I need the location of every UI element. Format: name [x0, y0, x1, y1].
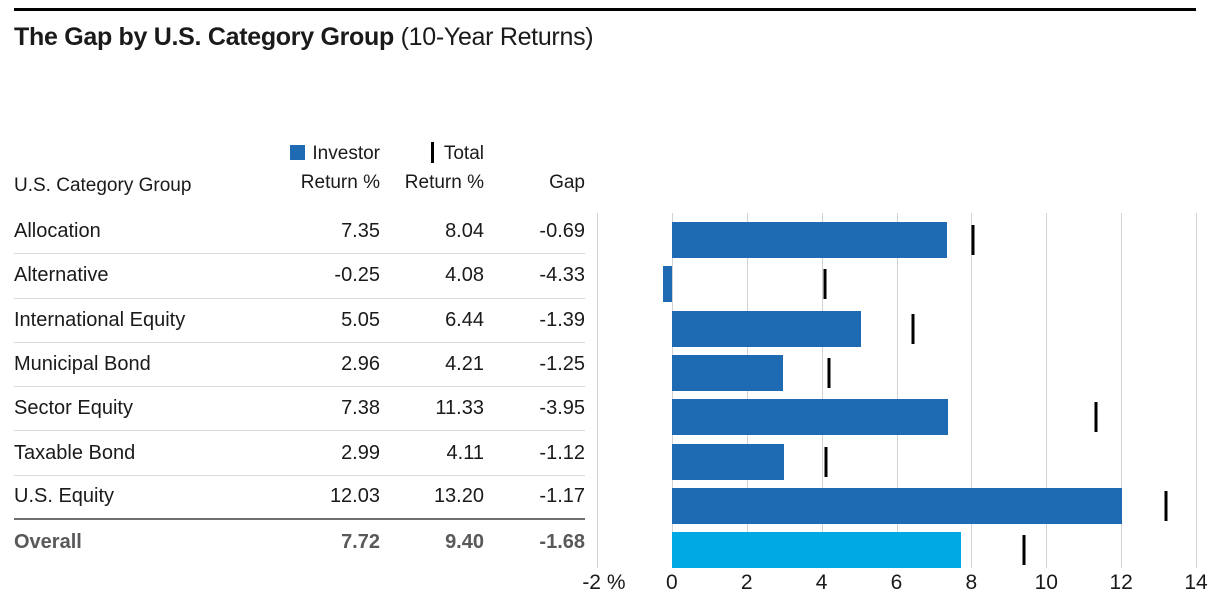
gap-cell: -3.95: [539, 397, 585, 420]
investor-return-cell: 7.35: [341, 220, 380, 243]
category-cell: Overall: [14, 530, 82, 553]
x-axis-label: 0: [666, 571, 678, 594]
total-return-cell: 6.44: [445, 308, 484, 331]
category-cell: U.S. Equity: [14, 485, 115, 508]
gridline: [896, 213, 898, 568]
total-return-tick: [824, 446, 828, 477]
investor-return-cell: 2.99: [341, 441, 380, 464]
total-return-tick: [911, 313, 915, 344]
total-return-cell: 4.21: [445, 353, 484, 376]
category-cell: International Equity: [14, 308, 186, 331]
investor-return-cell: 7.38: [341, 397, 380, 420]
gap-cell: -4.33: [539, 264, 585, 287]
category-cell: Allocation: [14, 220, 101, 243]
table-body: Allocation 7.35 8.04 -0.69 Alternative -0.25 4…: [14, 210, 585, 564]
total-return-tick: [1022, 535, 1026, 566]
investor-return-cell: 5.05: [341, 308, 380, 331]
gridline: [597, 213, 598, 568]
x-axis-label: 8: [965, 571, 978, 594]
table-row: International Equity 5.05 6.44 -1.39: [14, 299, 585, 343]
investor-return-bar: [671, 487, 1123, 524]
investor-return-bar: [671, 222, 948, 258]
gap-cell: -0.69: [539, 220, 585, 243]
investor-header-line2: Return %: [300, 172, 380, 193]
gap-column-header: Gap: [549, 172, 585, 193]
total-return-cell: 8.04: [445, 220, 484, 243]
total-header-line1: Total: [443, 143, 484, 164]
category-column-header: U.S. Category Group: [14, 175, 192, 196]
legend-investor: Investor: [290, 139, 380, 168]
gap-cell: -1.68: [539, 530, 585, 553]
investor-return-bar: [662, 266, 672, 303]
total-column-header: Total Return %: [405, 139, 484, 197]
gridline: [1196, 213, 1197, 568]
investor-return-bar: [671, 443, 784, 480]
x-axis-label: 6: [890, 571, 903, 594]
gap-cell: -1.12: [539, 441, 585, 464]
investor-swatch-icon: [290, 145, 306, 160]
investor-column-header: Investor Return %: [290, 139, 380, 197]
page-title: The Gap by U.S. Category Group (10-Year …: [14, 23, 594, 52]
investor-return-bar: [671, 310, 861, 347]
category-cell: Municipal Bond: [14, 353, 151, 376]
table-row: Allocation 7.35 8.04 -0.69: [14, 210, 585, 255]
x-axis-label: 14: [1184, 571, 1208, 594]
x-axis-label: 10: [1034, 571, 1058, 594]
total-return-cell: 4.08: [445, 264, 484, 287]
gridline: [1121, 213, 1123, 568]
investor-return-bar: [671, 532, 961, 569]
table-row: Municipal Bond 2.96 4.21 -1.25: [14, 343, 585, 388]
x-axis-label: 4: [815, 571, 828, 594]
x-axis-label: 2: [740, 571, 753, 594]
title-subtitle: (10-Year Returns): [400, 23, 594, 51]
table-header: U.S. Category Group Investor Return % To…: [14, 136, 585, 210]
category-cell: Taxable Bond: [14, 441, 136, 464]
table-row: Sector Equity 7.38 11.33 -3.95: [14, 387, 585, 432]
investor-return-cell: -0.25: [334, 264, 380, 287]
table-row: U.S. Equity 12.03 13.20 -1.17: [14, 476, 585, 521]
investor-return-bar: [671, 399, 949, 436]
title-rule: [14, 8, 1196, 11]
investor-return-cell: 7.72: [341, 530, 380, 553]
investor-return-bar: [671, 354, 783, 391]
total-return-tick: [971, 225, 975, 255]
total-return-tick: [823, 269, 827, 300]
x-axis-label: 12: [1109, 571, 1133, 594]
x-axis: -2 % 0 2 4 6 8 10 12 14: [582, 571, 1207, 599]
x-axis-label: -2 %: [582, 571, 626, 594]
total-header-line2: Return %: [404, 172, 484, 193]
gap-cell: -1.17: [539, 485, 585, 508]
table-row: Alternative -0.25 4.08 -4.33: [14, 254, 585, 299]
total-return-cell: 11.33: [435, 397, 484, 420]
returns-table: U.S. Category Group Investor Return % To…: [14, 136, 585, 564]
investor-header-line1: Investor: [312, 143, 380, 164]
gridline: [821, 213, 823, 568]
table-row: Taxable Bond 2.99 4.11 -1.12: [14, 431, 585, 476]
bar-chart: [597, 212, 1197, 569]
category-cell: Alternative: [14, 264, 109, 287]
gap-cell: -1.25: [539, 353, 585, 376]
total-return-tick: [1094, 402, 1098, 433]
total-return-tick: [1164, 490, 1168, 521]
table-row: Overall 7.72 9.40 -1.68: [14, 520, 585, 564]
gridline: [1046, 213, 1048, 568]
legend-total: Total: [405, 139, 484, 168]
gap-cell: -1.39: [539, 308, 585, 331]
gridline: [971, 213, 973, 568]
total-return-cell: 13.20: [433, 485, 484, 508]
category-cell: Sector Equity: [14, 397, 133, 420]
title-main: The Gap by U.S. Category Group: [14, 23, 394, 51]
total-return-cell: 9.40: [445, 530, 484, 553]
total-tick-icon: [430, 142, 434, 163]
total-return-tick: [827, 357, 831, 388]
investor-return-cell: 12.03: [329, 485, 380, 508]
investor-return-cell: 2.96: [341, 353, 380, 376]
total-return-cell: 4.11: [446, 441, 484, 464]
